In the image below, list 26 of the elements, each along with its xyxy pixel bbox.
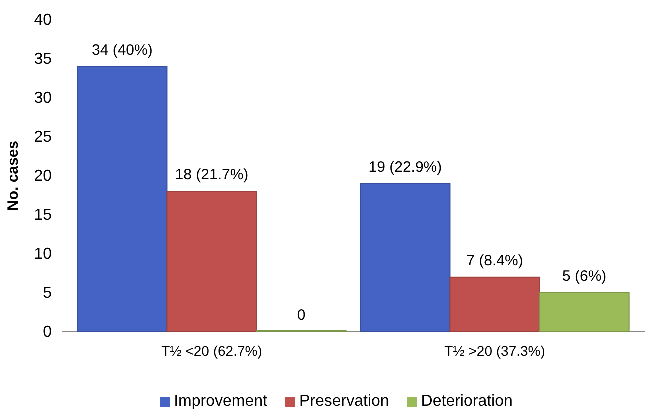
bar (166, 191, 258, 332)
data-label: 0 (297, 307, 306, 324)
y-tick-label: 15 (34, 207, 52, 224)
data-label: 34 (40%) (92, 42, 153, 59)
y-tick-label: 5 (43, 285, 52, 302)
legend-label: Deterioration (421, 393, 513, 410)
y-tick-label: 30 (34, 90, 52, 108)
y-tick-label: 40 (34, 12, 52, 30)
x-tick-label: T½ >20 (37.3%) (444, 342, 546, 359)
data-label: 18 (21.7%) (175, 166, 249, 184)
data-label: 7 (8.4%) (466, 252, 524, 270)
y-tick-label: 20 (34, 168, 52, 186)
bar (360, 183, 451, 332)
legend-label: Preservation (299, 393, 390, 410)
y-axis-title: No. cases (5, 140, 22, 212)
data-label: 5 (6%) (562, 268, 607, 285)
y-tick-label: 10 (34, 246, 52, 264)
y-tick-label: 35 (34, 51, 52, 68)
y-tick-label: 25 (34, 129, 52, 146)
y-tick-label: 0 (43, 324, 52, 342)
bar (539, 292, 630, 332)
bar (450, 276, 540, 332)
legend-label: Improvement (174, 393, 268, 410)
data-label: 19 (22.9%) (368, 158, 442, 176)
bar (77, 66, 168, 332)
x-tick-label: T½ <20 (62.7%) (162, 342, 262, 359)
